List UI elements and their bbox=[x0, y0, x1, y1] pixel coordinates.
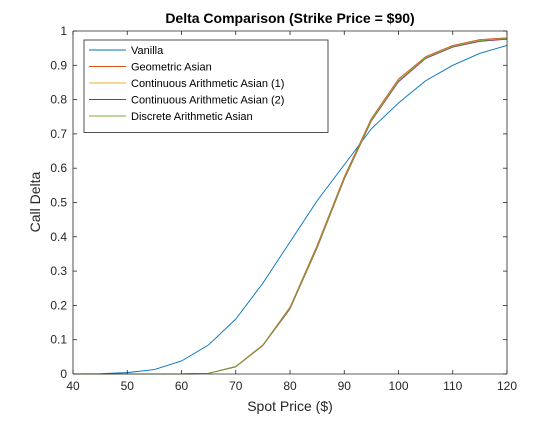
x-tick-label: 60 bbox=[175, 379, 189, 393]
series-line-1 bbox=[72, 44, 508, 375]
x-tick-label: 70 bbox=[229, 379, 243, 393]
x-axis-label: Spot Price ($) bbox=[247, 398, 333, 414]
x-tick-label: 110 bbox=[443, 379, 462, 393]
y-tick-label: 0.2 bbox=[50, 298, 67, 312]
x-tick-label: 50 bbox=[121, 379, 135, 393]
x-tick-label: 120 bbox=[497, 379, 517, 393]
x-tick-label: 100 bbox=[388, 379, 408, 393]
y-tick-label: 0 bbox=[60, 367, 67, 381]
legend-label-1: Vanilla bbox=[131, 45, 164, 57]
legend-label-2: Geometric Asian bbox=[131, 62, 212, 74]
x-tick-label: 80 bbox=[283, 379, 297, 393]
tick-layer: 40 50 60 70 80 90 100 110 120 0 0.1 0.2 0.3 0.4 0.5 0.6… bbox=[50, 24, 517, 393]
y-tick-label: 1 bbox=[60, 24, 67, 38]
y-tick-label: 0.6 bbox=[50, 161, 67, 175]
y-tick-label: 0.8 bbox=[50, 93, 67, 107]
legend-label-4: Continuous Arithmetic Asian (2) bbox=[131, 95, 284, 107]
y-tick-label: 0.7 bbox=[50, 127, 67, 141]
y-tick-label: 0.5 bbox=[50, 196, 67, 210]
x-tick-label: 90 bbox=[338, 379, 352, 393]
legend-label-5: Discrete Arithmetic Asian bbox=[131, 111, 253, 123]
legend-box bbox=[83, 39, 329, 133]
y-tick-label: 0.1 bbox=[50, 333, 67, 347]
y-tick-label: 0.9 bbox=[50, 58, 67, 72]
y-tick-label: 0.4 bbox=[50, 230, 67, 244]
x-tick-label: 40 bbox=[66, 379, 80, 393]
legend: Vanilla Geometric Asian Continuous Arithme… bbox=[83, 39, 329, 133]
legend-label-3: Continuous Arithmetic Asian (1) bbox=[131, 78, 284, 90]
y-axis-label: Call Delta bbox=[27, 171, 43, 232]
y-tick-label: 0.3 bbox=[50, 264, 67, 278]
chart-title: Delta Comparison (Strike Price = $90) bbox=[165, 10, 414, 26]
